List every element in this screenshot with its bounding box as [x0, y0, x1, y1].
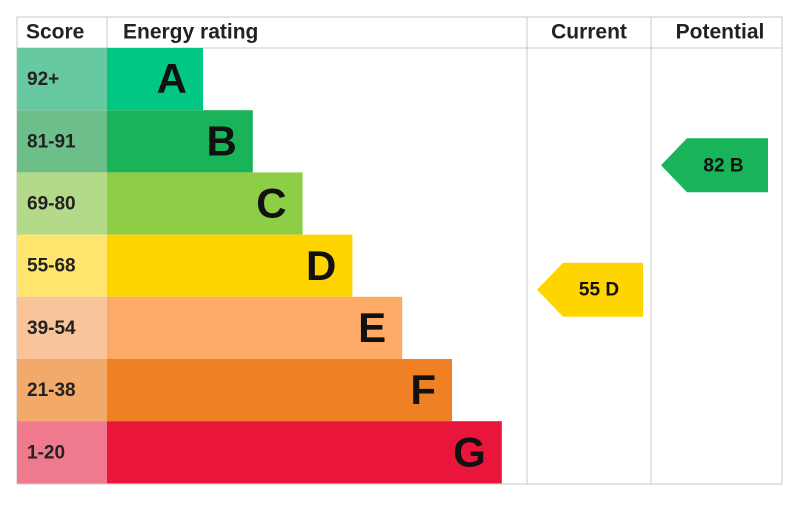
score-range: 21-38 [27, 380, 76, 401]
rating-bar [107, 110, 253, 173]
arrow-rating: D [605, 280, 619, 301]
rating-bar [107, 296, 403, 359]
arrow-rating: B [730, 155, 744, 176]
score-cell [17, 421, 107, 484]
score-cell [17, 234, 107, 297]
rating-letter: F [410, 366, 436, 413]
score-range: 1-20 [27, 442, 65, 463]
header-potential: Potential [676, 21, 765, 44]
score-range: 39-54 [27, 318, 76, 339]
rating-letter: C [256, 180, 286, 227]
arrow-score: 55 [579, 280, 601, 301]
rating-letter: E [358, 304, 386, 351]
score-cell [17, 110, 107, 173]
header-rating: Energy rating [123, 21, 258, 44]
arrow [661, 138, 768, 193]
header-current: Current [551, 21, 627, 44]
arrow [537, 262, 643, 317]
rating-letter: B [206, 117, 236, 164]
rating-letter: G [453, 428, 486, 475]
score-range: 81-91 [27, 131, 76, 152]
arrow-label: 82 B [703, 155, 743, 176]
rating-bar [107, 172, 303, 235]
rating-bar [107, 421, 502, 484]
score-range: 92+ [27, 69, 59, 90]
rating-letter: D [306, 242, 336, 289]
score-cell [17, 172, 107, 235]
score-cell [17, 48, 107, 111]
rating-bar [107, 359, 452, 422]
score-cell [17, 296, 107, 359]
potential-indicator: 82 B [661, 138, 768, 193]
arrow-score: 82 [703, 155, 724, 176]
score-range: 55-68 [27, 256, 76, 277]
rating-bar [107, 234, 353, 297]
rating-letter: A [157, 55, 187, 102]
arrow-label: 55 D [579, 280, 619, 301]
current-indicator: 55 D [537, 262, 643, 317]
score-range: 69-80 [27, 194, 76, 215]
rating-bar [107, 48, 203, 111]
score-cell [17, 359, 107, 422]
header-score: Score [26, 21, 84, 44]
